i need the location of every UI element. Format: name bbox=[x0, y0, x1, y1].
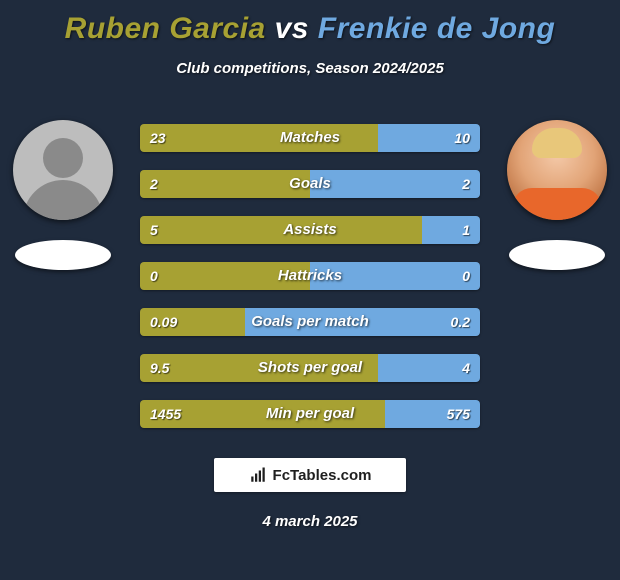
source-badge: FcTables.com bbox=[214, 458, 406, 492]
stat-label: Matches bbox=[140, 124, 480, 152]
stat-row: 2310Matches bbox=[140, 124, 480, 152]
stat-row: 51Assists bbox=[140, 216, 480, 244]
stat-row: 0.090.2Goals per match bbox=[140, 308, 480, 336]
stat-row: 22Goals bbox=[140, 170, 480, 198]
vs-separator: vs bbox=[275, 12, 309, 45]
comparison-card: Ruben Garcia vs Frenkie de Jong Club com… bbox=[0, 0, 620, 580]
player1-column bbox=[8, 120, 118, 270]
player1-flag bbox=[15, 240, 111, 270]
source-badge-text: FcTables.com bbox=[273, 467, 372, 484]
stat-row: 9.54Shots per goal bbox=[140, 354, 480, 382]
chart-icon bbox=[249, 466, 267, 484]
player2-flag bbox=[509, 240, 605, 270]
stat-row: 00Hattricks bbox=[140, 262, 480, 290]
subtitle: Club competitions, Season 2024/2025 bbox=[0, 60, 620, 77]
stat-label: Assists bbox=[140, 216, 480, 244]
stat-bars: 2310Matches 22Goals 51Assists 00Hattricks 0.… bbox=[140, 124, 480, 446]
stat-label: Goals per match bbox=[140, 308, 480, 336]
player2-avatar bbox=[507, 120, 607, 220]
comparison-title: Ruben Garcia vs Frenkie de Jong bbox=[0, 0, 620, 46]
stat-label: Min per goal bbox=[140, 400, 480, 428]
stat-label: Shots per goal bbox=[140, 354, 480, 382]
stat-label: Hattricks bbox=[140, 262, 480, 290]
player1-name: Ruben Garcia bbox=[65, 12, 266, 45]
stat-row: 1455575Min per goal bbox=[140, 400, 480, 428]
stat-label: Goals bbox=[140, 170, 480, 198]
player2-name: Frenkie de Jong bbox=[318, 12, 556, 45]
date-label: 4 march 2025 bbox=[0, 513, 620, 530]
player2-column bbox=[502, 120, 612, 270]
player1-avatar bbox=[13, 120, 113, 220]
